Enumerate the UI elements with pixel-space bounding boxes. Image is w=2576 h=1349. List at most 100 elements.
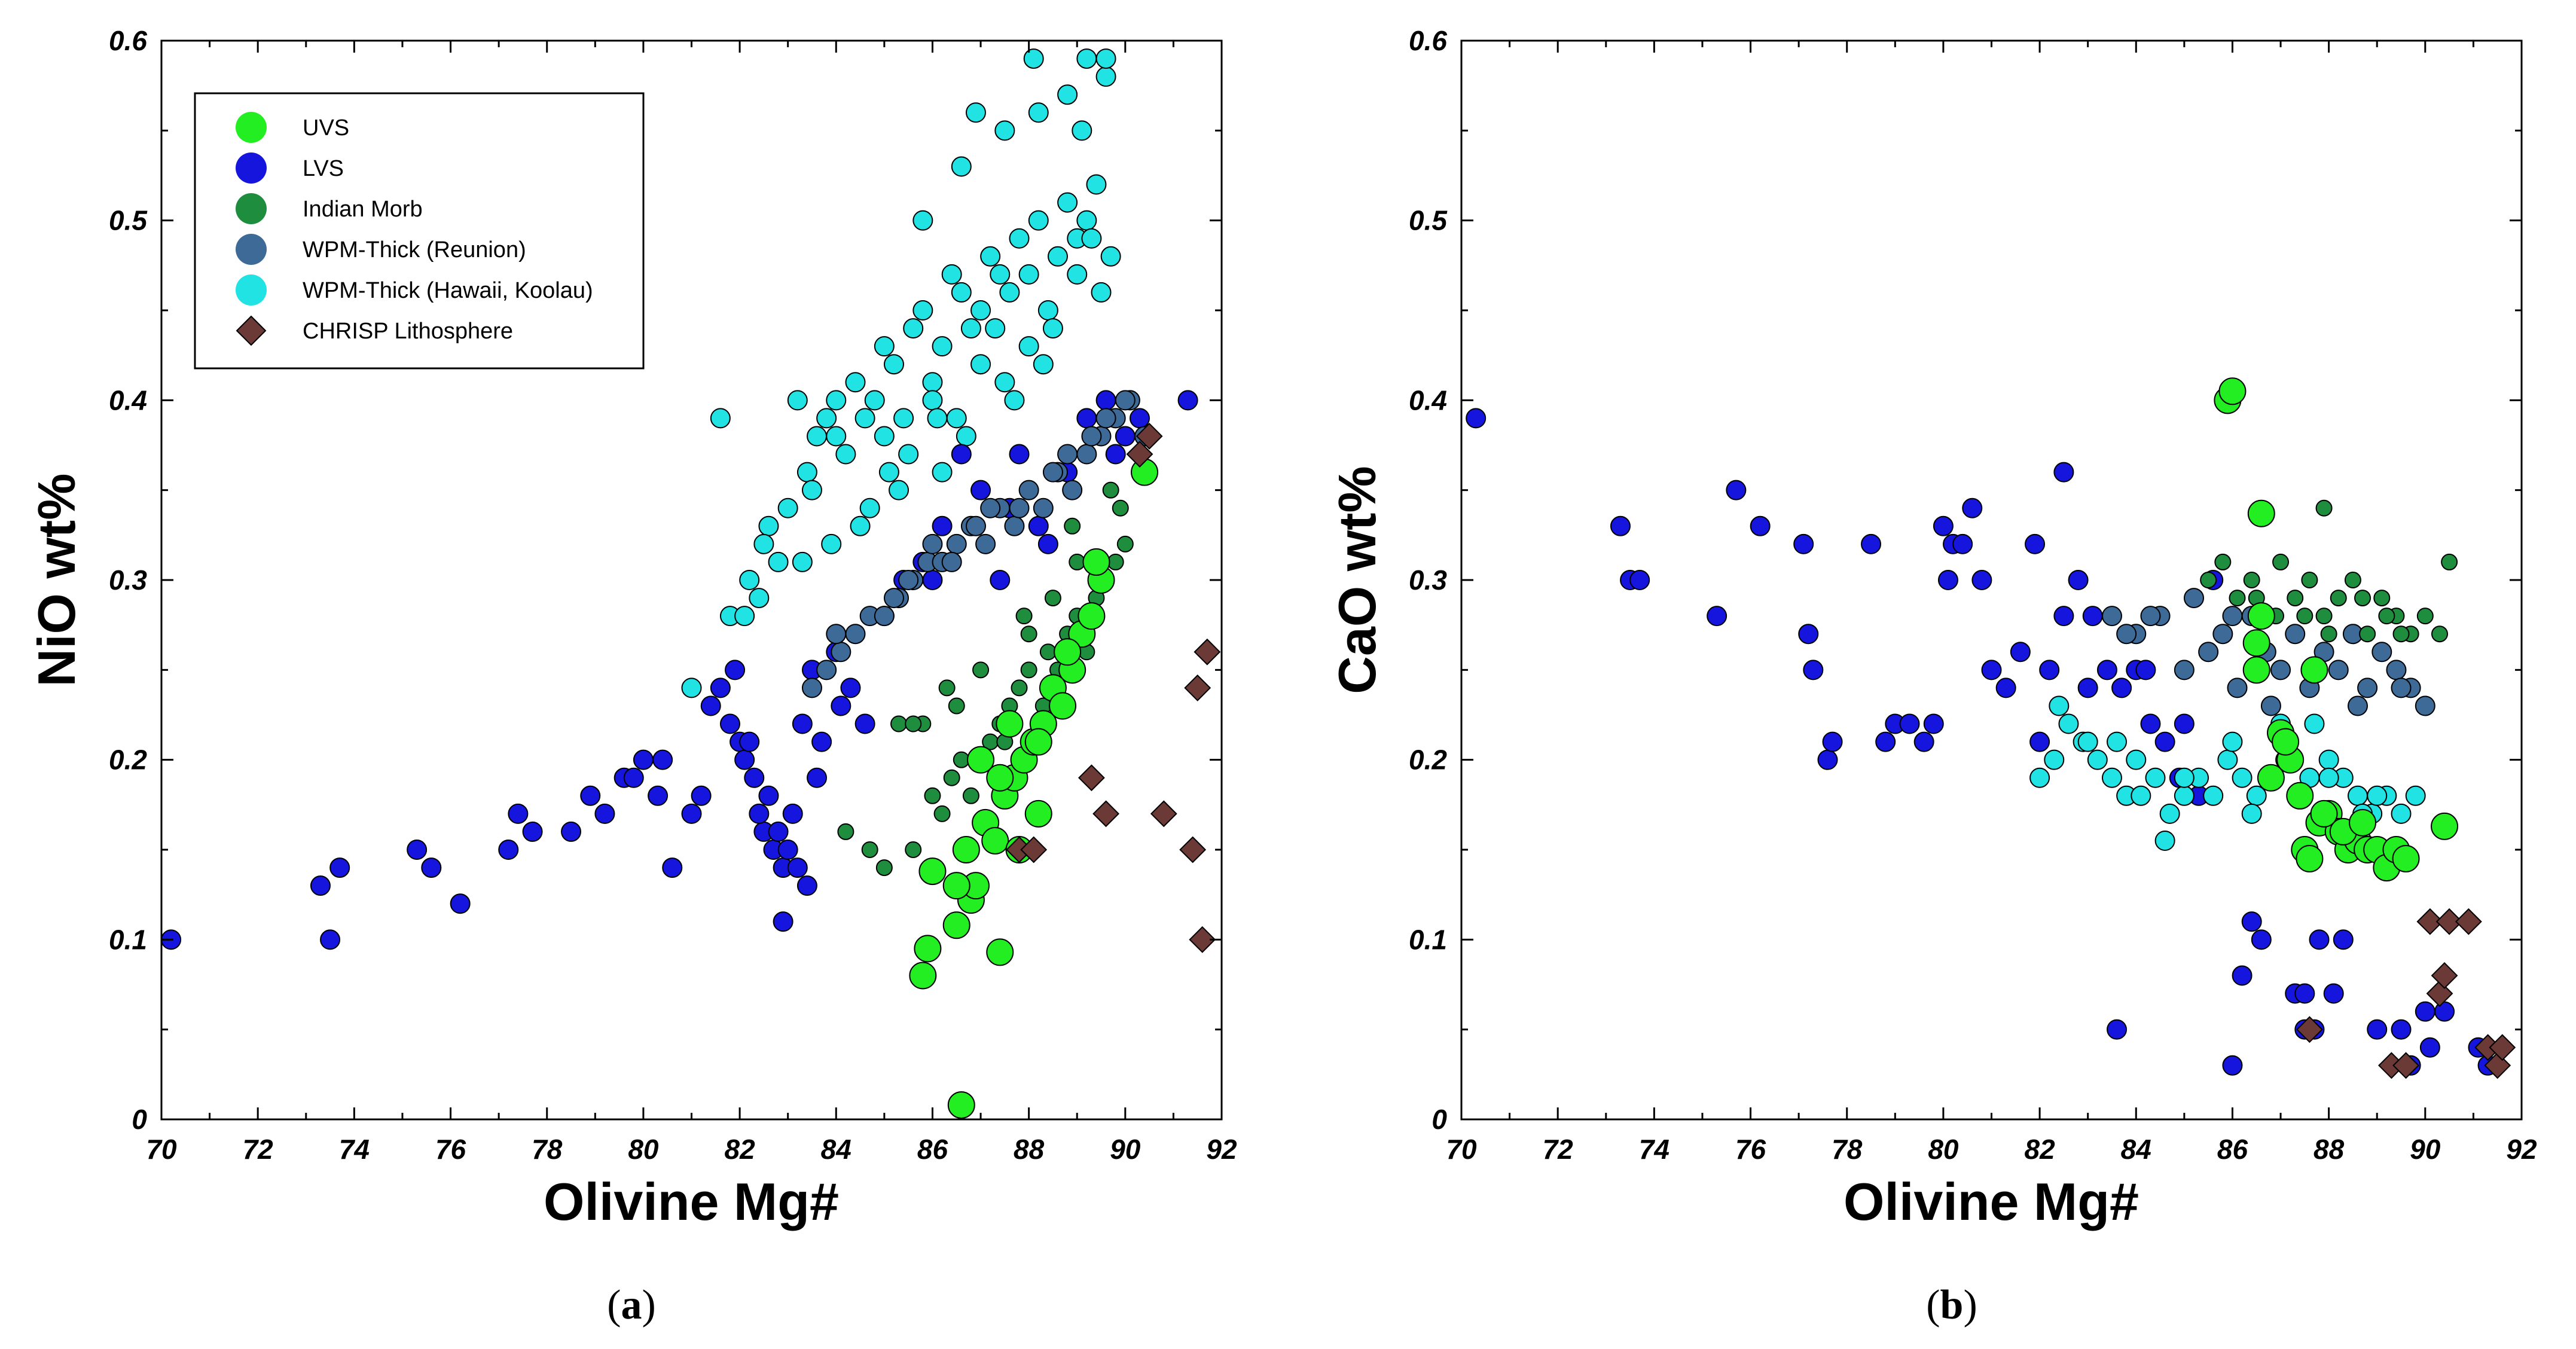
- point-indian-morb: [943, 769, 960, 786]
- point-chrisp-lithosphere: [2431, 962, 2458, 989]
- point-lvs: [1803, 660, 1824, 680]
- point-lvs: [407, 840, 428, 860]
- point-wpm-thick-hawaii-koolau: [994, 372, 1015, 393]
- point-lvs: [310, 875, 331, 896]
- point-uvs: [942, 911, 970, 939]
- point-wpm-thick-hawaii-koolau: [903, 318, 924, 339]
- point-wpm-thick-hawaii-koolau: [2087, 749, 2108, 770]
- point-indian-morb: [948, 697, 965, 715]
- panel-b-label: (b): [1926, 1282, 1977, 1328]
- point-lvs: [922, 570, 943, 590]
- point-wpm-thick-reunion: [1081, 426, 1102, 447]
- point-chrisp-lithosphere: [2296, 1016, 2323, 1043]
- series-wpm-thick-hawaii-koolau: [2029, 695, 2426, 851]
- point-wpm-thick-reunion: [2212, 624, 2233, 645]
- point-lvs: [700, 695, 721, 716]
- point-wpm-thick-hawaii-koolau: [2131, 785, 2151, 806]
- point-lvs: [2053, 462, 2074, 483]
- point-indian-morb: [933, 805, 951, 822]
- point-lvs: [1817, 749, 1838, 770]
- point-wpm-thick-hawaii-koolau: [1086, 174, 1107, 195]
- point-wpm-thick-hawaii-koolau: [850, 515, 871, 536]
- point-indian-morb: [1044, 590, 1061, 607]
- point-uvs: [1049, 692, 1077, 720]
- point-lvs: [2140, 713, 2161, 734]
- point-lvs: [2025, 533, 2046, 554]
- point-lvs: [758, 785, 779, 806]
- point-wpm-thick-hawaii-koolau: [1081, 228, 1102, 249]
- point-wpm-thick-reunion: [1095, 408, 1116, 429]
- point-indian-morb: [2392, 625, 2410, 643]
- point-wpm-thick-hawaii-koolau: [2159, 803, 2180, 824]
- point-uvs: [918, 857, 947, 886]
- point-wpm-thick-hawaii-koolau: [1023, 48, 1044, 69]
- point-wpm-thick-hawaii-koolau: [2107, 731, 2128, 752]
- point-wpm-thick-hawaii-koolau: [2318, 767, 2339, 788]
- point-lvs: [739, 731, 760, 752]
- point-wpm-thick-hawaii-koolau: [2318, 749, 2339, 770]
- point-lvs: [2391, 1019, 2412, 1040]
- point-wpm-thick-hawaii-koolau: [864, 390, 885, 411]
- point-wpm-thick-hawaii-koolau: [801, 480, 822, 500]
- point-wpm-thick-reunion: [922, 533, 943, 554]
- panel-a-xtick-label: 76: [435, 1134, 466, 1165]
- point-lvs: [2174, 713, 2195, 734]
- panel-a-y-axis-title: NiO wt%: [27, 474, 86, 687]
- series-lvs: [161, 390, 1198, 950]
- point-wpm-thick-hawaii-koolau: [999, 282, 1020, 303]
- point-lvs: [652, 749, 673, 770]
- point-lvs: [2419, 1037, 2440, 1058]
- point-lvs: [508, 803, 529, 824]
- point-wpm-thick-hawaii-koolau: [889, 480, 909, 500]
- point-wpm-thick-hawaii-koolau: [980, 246, 1001, 267]
- point-chrisp-lithosphere: [2489, 1034, 2516, 1061]
- point-lvs: [1726, 480, 1747, 500]
- panel-a-xtick-label: 80: [628, 1134, 659, 1165]
- point-wpm-thick-hawaii-koolau: [826, 390, 847, 411]
- point-lvs: [1177, 390, 1198, 411]
- point-wpm-thick-hawaii-koolau: [970, 354, 991, 375]
- point-wpm-thick-hawaii-koolau: [1095, 66, 1116, 87]
- point-wpm-thick-reunion: [2227, 677, 2248, 698]
- point-wpm-thick-hawaii-koolau: [749, 588, 770, 609]
- point-indian-morb: [1107, 553, 1124, 570]
- point-indian-morb: [2214, 553, 2232, 570]
- point-indian-morb: [938, 679, 956, 697]
- point-wpm-thick-hawaii-koolau: [932, 462, 953, 483]
- panel-a-points: [161, 48, 1221, 1119]
- point-uvs: [967, 746, 995, 774]
- point-wpm-thick-reunion: [883, 588, 904, 609]
- legend: UVS LVS Indian Morb WPM-Thick (Reunion) WPM-…: [194, 92, 645, 370]
- point-indian-morb: [924, 787, 941, 804]
- point-wpm-thick-reunion: [2285, 624, 2306, 645]
- point-chrisp-lithosphere: [1136, 423, 1163, 450]
- point-chrisp-lithosphere: [1020, 836, 1048, 863]
- panel-b-y-axis-title: CaO wt%: [1327, 466, 1387, 694]
- point-wpm-thick-reunion: [2270, 660, 2291, 680]
- point-wpm-thick-reunion: [2328, 660, 2349, 680]
- point-uvs: [909, 962, 937, 990]
- point-wpm-thick-hawaii-koolau: [734, 606, 755, 627]
- point-wpm-thick-hawaii-koolau: [898, 444, 919, 465]
- point-indian-morb: [953, 751, 970, 768]
- point-lvs: [1981, 660, 2002, 680]
- point-lvs: [2415, 1001, 2435, 1022]
- panel-a-xtick-label: 78: [532, 1134, 563, 1165]
- point-lvs: [421, 857, 442, 878]
- point-lvs: [951, 444, 972, 465]
- panel-a-ytick-label: 0.5: [109, 205, 148, 236]
- point-wpm-thick-reunion: [801, 677, 822, 698]
- point-wpm-thick-hawaii-koolau: [2405, 785, 2426, 806]
- point-indian-morb: [2315, 608, 2333, 625]
- panel-b-points: [1466, 377, 2516, 1079]
- point-wpm-thick-reunion: [975, 533, 996, 554]
- point-indian-morb: [1069, 553, 1086, 570]
- panel-a-xtick-label: 82: [725, 1134, 756, 1165]
- panel-a-xtick-label: 84: [821, 1134, 851, 1165]
- point-wpm-thick-reunion: [1057, 444, 1078, 465]
- point-uvs: [2286, 782, 2314, 810]
- point-wpm-thick-hawaii-koolau: [1037, 300, 1058, 321]
- point-lvs: [1076, 408, 1097, 429]
- point-wpm-thick-hawaii-koolau: [2217, 749, 2238, 770]
- point-indian-morb: [2330, 590, 2347, 607]
